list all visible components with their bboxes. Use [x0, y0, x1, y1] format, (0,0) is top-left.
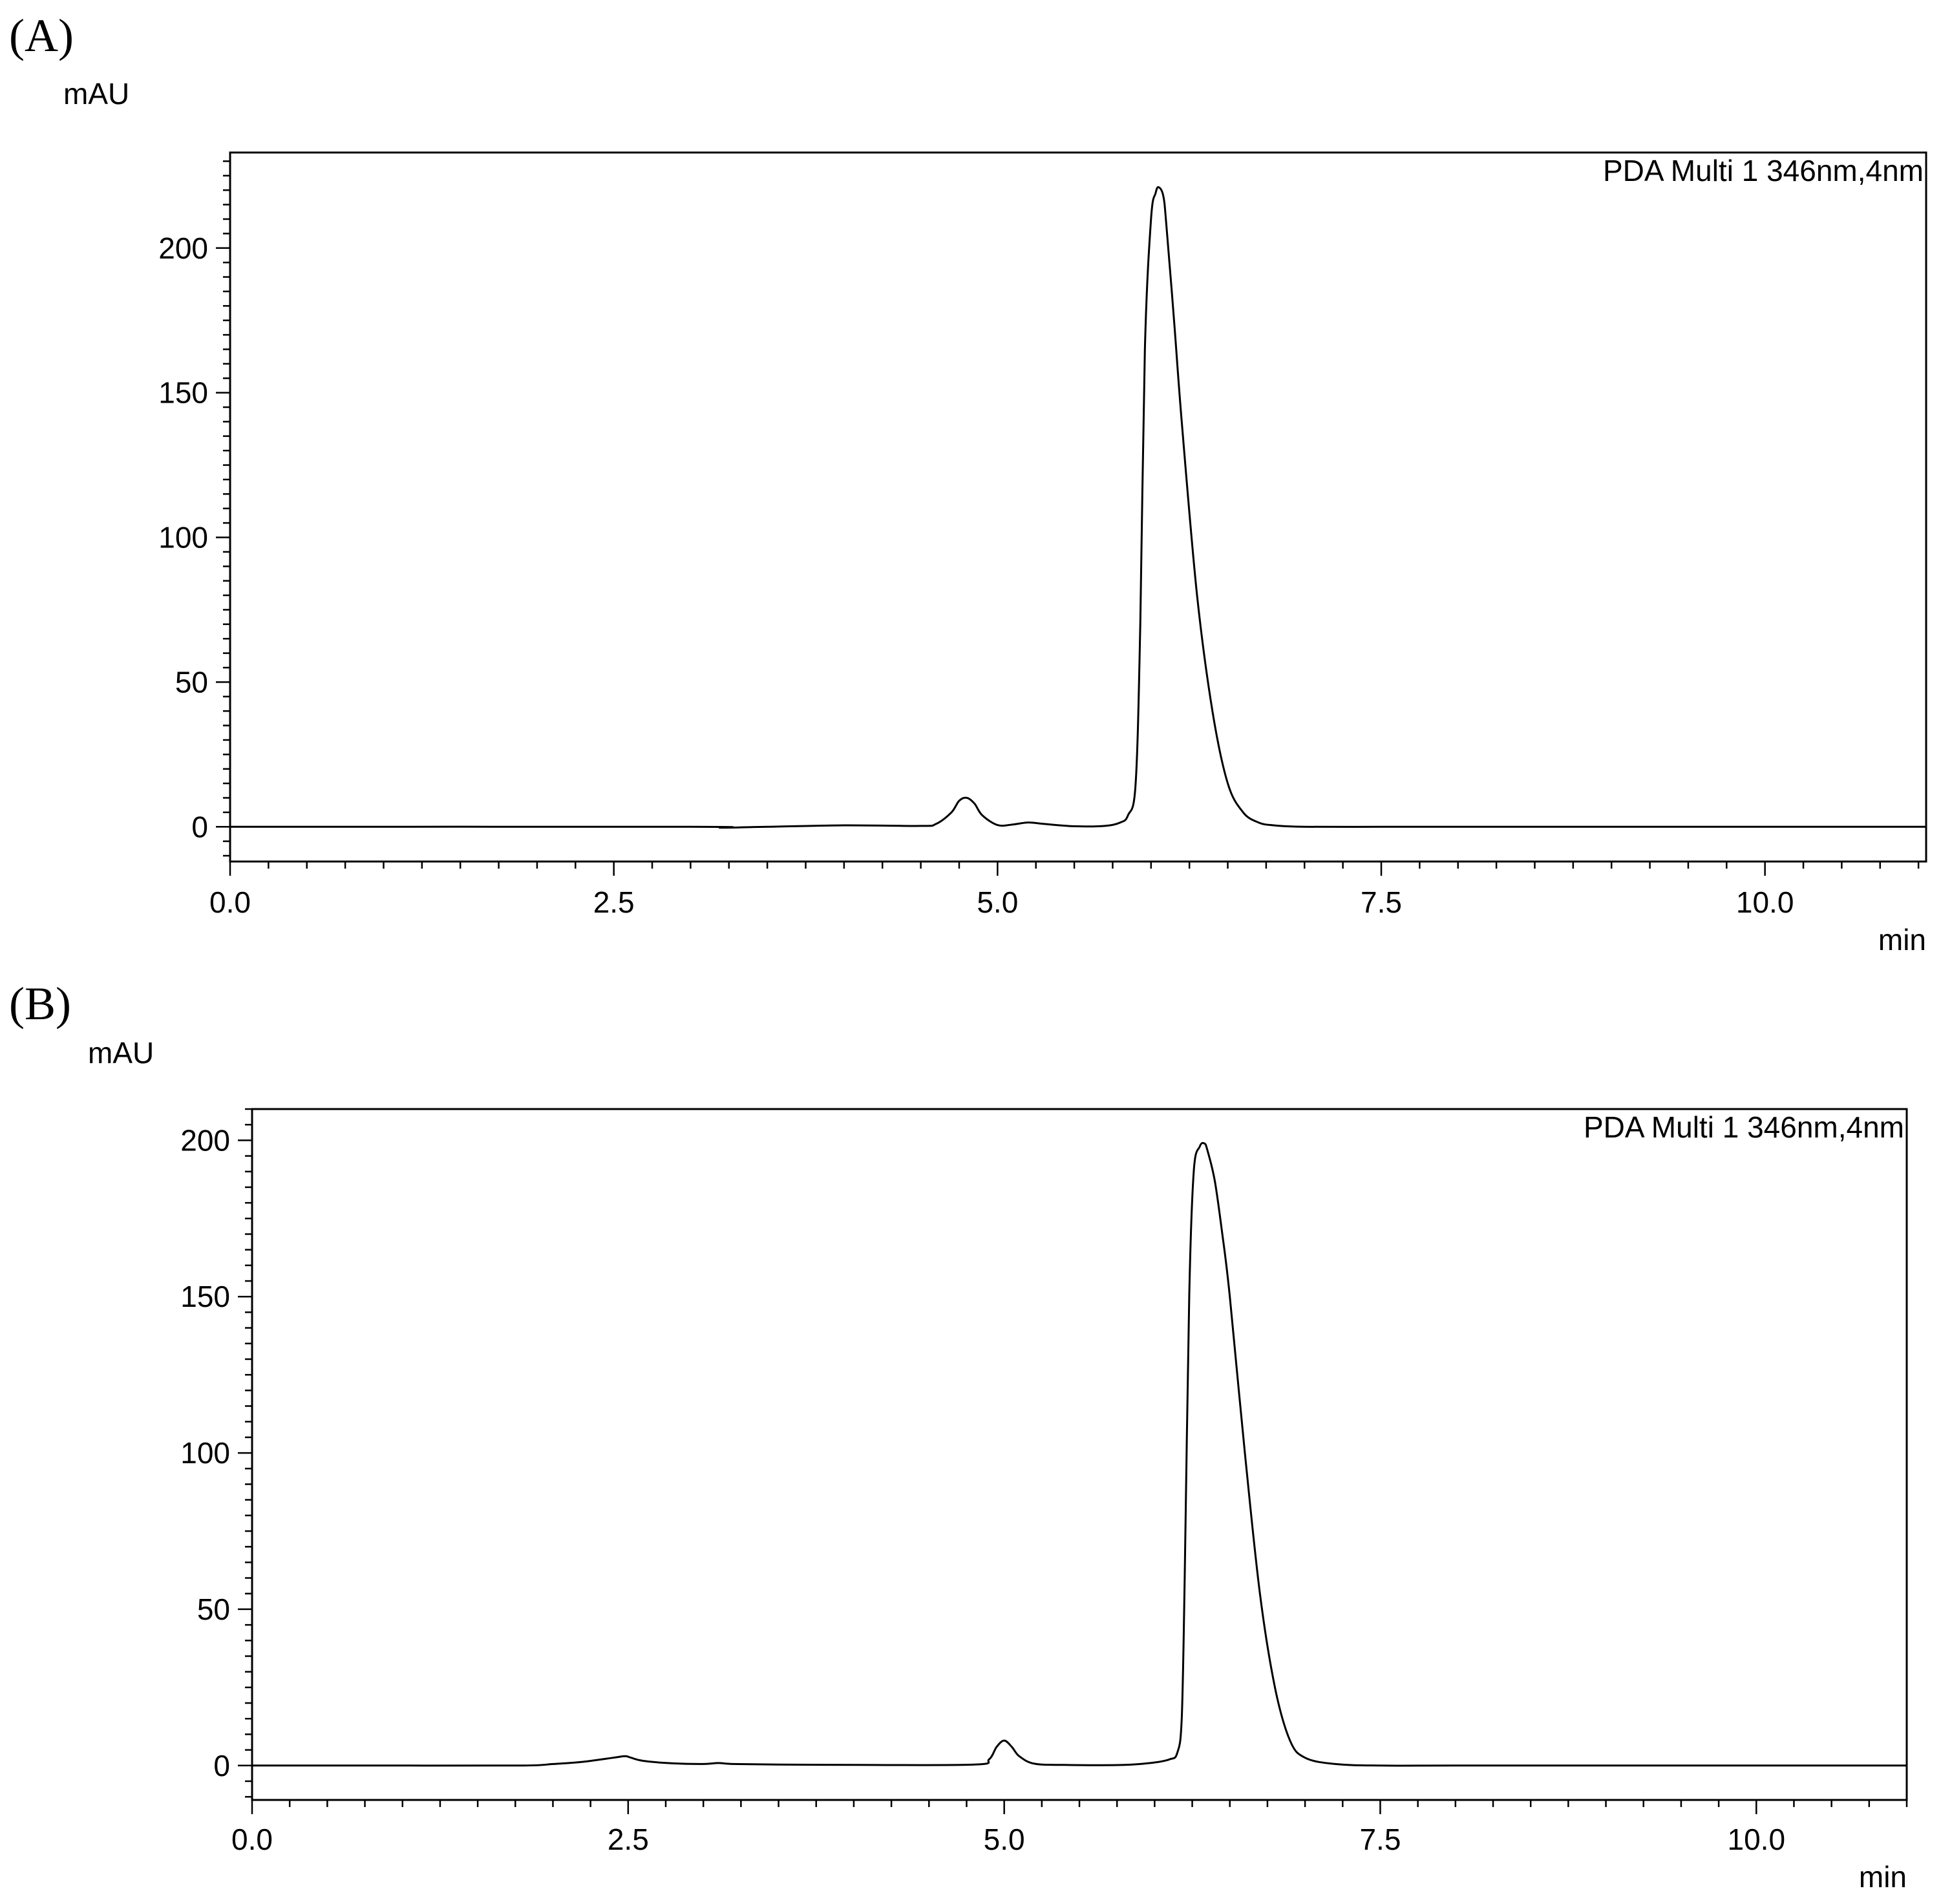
panel-label-a: (A) [9, 10, 74, 61]
p1-y-tick-label: 200 [180, 1123, 230, 1157]
p0-y-tick-label: 50 [175, 665, 208, 699]
p0-chromatogram-trace [229, 186, 1926, 829]
p1-x-tick-label: 10.0 [1728, 1823, 1786, 1856]
p0-y-tick-label: 150 [158, 376, 208, 410]
p0-plot-frame [229, 151, 1927, 863]
y-axis-unit-label-a: mAU [63, 77, 130, 111]
p1-plot-frame [251, 1108, 1908, 1801]
p1-y-tick-label: 100 [180, 1436, 230, 1470]
p1-detector-label: PDA Multi 1 346nm,4nm [1584, 1110, 1904, 1144]
p0-x-tick-label: 7.5 [1361, 885, 1402, 919]
p0-x-tick-label: 0.0 [209, 885, 251, 919]
p1-y-tick-label: 150 [180, 1280, 230, 1313]
y-axis-unit-label-b: mAU [88, 1036, 154, 1070]
panel-label-b: (B) [9, 978, 71, 1030]
p0-y-tick-label: 200 [158, 231, 208, 265]
p1-x-axis-unit-label: min [1859, 1860, 1907, 1894]
p1-x-tick-label: 5.0 [984, 1823, 1025, 1856]
p0-x-axis-unit-label: min [1878, 923, 1926, 957]
p1-x-tick-label: 7.5 [1359, 1823, 1401, 1856]
p1-y-tick-label: 50 [197, 1592, 230, 1626]
p1-y-tick-label: 0 [213, 1749, 230, 1782]
p0-detector-label: PDA Multi 1 346nm,4nm [1603, 154, 1924, 187]
p0-x-tick-label: 5.0 [977, 885, 1018, 919]
p1-x-tick-label: 2.5 [608, 1823, 649, 1856]
p0-y-tick-label: 0 [191, 810, 208, 843]
p0-x-tick-label: 10.0 [1736, 885, 1794, 919]
p0-y-tick-label: 100 [158, 521, 208, 555]
p1-chromatogram-trace [252, 1141, 1907, 1767]
p1-x-tick-label: 0.0 [231, 1823, 273, 1856]
p0-x-tick-label: 2.5 [593, 885, 635, 919]
